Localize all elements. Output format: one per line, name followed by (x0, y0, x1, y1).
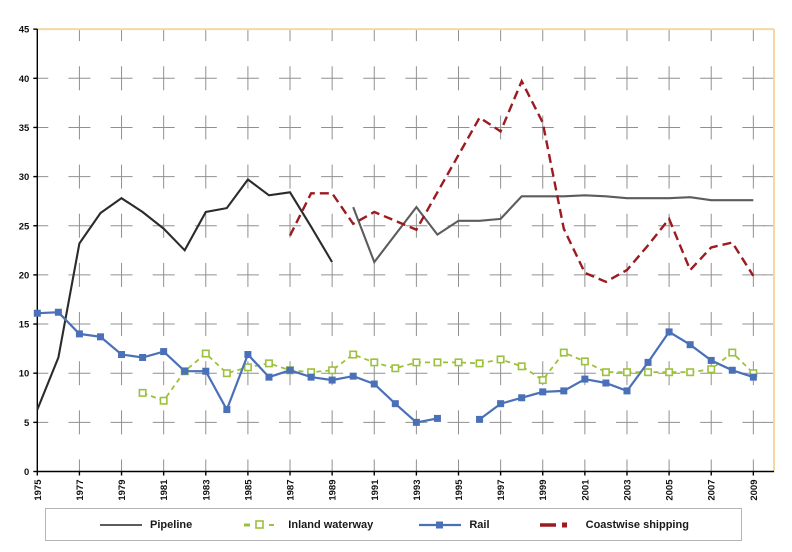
svg-text:5: 5 (24, 418, 30, 429)
legend-label-inland-waterway: Inland waterway (288, 518, 374, 531)
svg-text:1997: 1997 (496, 480, 507, 501)
svg-text:1977: 1977 (75, 480, 86, 501)
legend-item-pipeline: Pipeline (98, 519, 192, 531)
svg-text:30: 30 (19, 172, 30, 183)
x-axis-labels: 1975 1977 1979 1981 1983 1985 1987 1989 1991 1993… (33, 479, 760, 501)
y-axis-labels: 0 5 10 15 20 25 30 35 40 45 (19, 25, 30, 478)
legend-item-coastwise-shipping: Coastwise shipping (534, 519, 689, 531)
inland-waterway-dash-swatch (236, 519, 282, 531)
series-inland-waterway (138, 348, 758, 405)
plot-border (37, 28, 775, 472)
legend-label-coastwise-shipping: Coastwise shipping (585, 518, 689, 531)
series-pipeline (36, 178, 754, 410)
svg-text:2001: 2001 (580, 479, 591, 501)
svg-text:2007: 2007 (707, 480, 718, 501)
chart-legend: Pipeline Inland waterway Rail Coastwise … (45, 508, 742, 541)
svg-text:2009: 2009 (749, 480, 760, 501)
svg-text:1999: 1999 (538, 480, 549, 501)
svg-text:10: 10 (19, 369, 30, 380)
series-rail (33, 308, 757, 426)
rail-line-swatch (417, 519, 463, 531)
svg-text:15: 15 (19, 320, 30, 331)
legend-item-inland-waterway: Inland waterway (236, 519, 373, 531)
svg-text:1989: 1989 (328, 480, 339, 501)
svg-text:40: 40 (19, 74, 30, 85)
series-coastwise-shipping (288, 78, 755, 284)
svg-text:2003: 2003 (622, 480, 633, 501)
svg-text:1985: 1985 (243, 479, 254, 501)
svg-text:20: 20 (19, 270, 30, 281)
svg-text:1979: 1979 (117, 480, 128, 501)
pipeline-line-swatch (98, 519, 144, 531)
legend-label-pipeline: Pipeline (150, 518, 193, 531)
axes (33, 28, 774, 476)
svg-text:1993: 1993 (412, 480, 423, 501)
svg-text:1975: 1975 (33, 479, 44, 501)
svg-text:1995: 1995 (454, 479, 465, 501)
svg-text:2005: 2005 (665, 479, 676, 501)
coastwise-shipping-dash-swatch (534, 519, 580, 531)
svg-text:1991: 1991 (370, 479, 381, 501)
legend-label-rail: Rail (469, 518, 490, 531)
svg-text:45: 45 (19, 25, 30, 36)
legend-item-rail: Rail (417, 518, 490, 531)
svg-text:35: 35 (19, 123, 30, 134)
svg-text:0: 0 (24, 467, 29, 478)
svg-text:1983: 1983 (201, 480, 212, 501)
svg-text:25: 25 (19, 221, 30, 232)
svg-text:1981: 1981 (159, 479, 170, 501)
svg-text:1987: 1987 (286, 480, 297, 501)
